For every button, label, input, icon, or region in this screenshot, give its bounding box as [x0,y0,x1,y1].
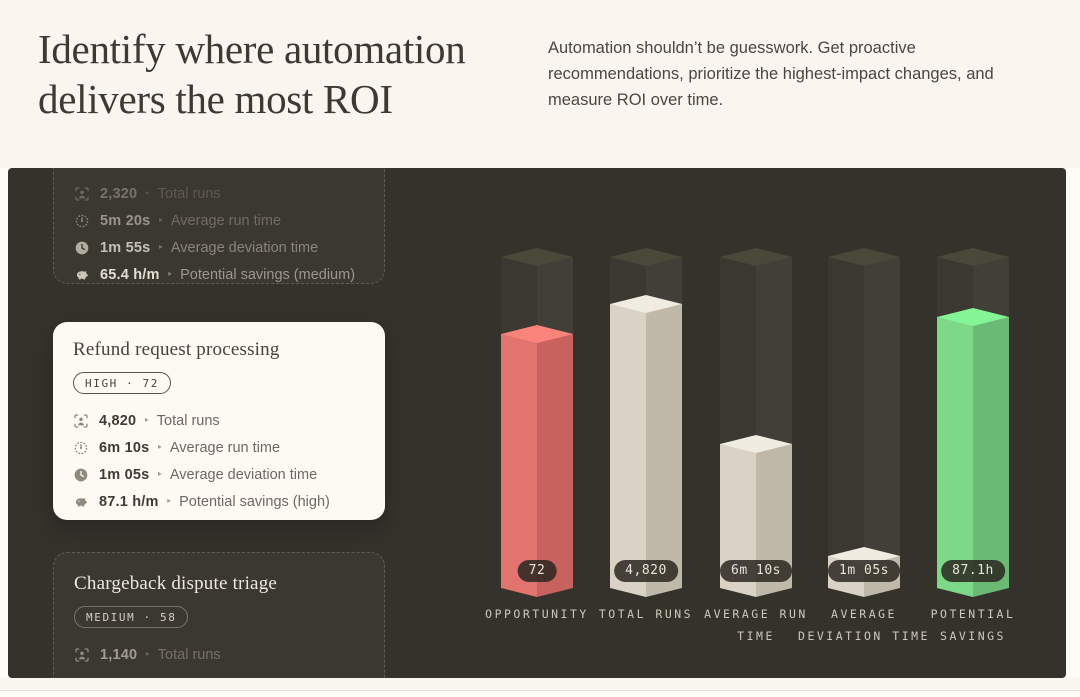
bar-track [828,248,900,597]
clock-icon [73,467,89,483]
stat-label: Average deviation time [169,466,318,483]
separator-icon: ‣ [165,496,173,508]
chart-column-average-deviation-time: 1m 05s AVERAGE DEVIATION TIME [798,248,927,643]
stat-label: Potential savings (medium) [180,266,356,283]
stat-value: 2,320 [100,185,138,202]
separator-icon: ‣ [157,242,164,254]
bar-value-chip: 6m 10s [720,560,792,582]
bar-value-chip: 72 [517,560,557,582]
stat-row-potential-savings: 87.1 h/m ‣ Potential savings (high) [73,488,365,515]
process-card-title: Refund request processing [73,339,280,360]
roi-dashboard-panel: 2,320 ‣ Total runs 5m 20s ‣ Average run … [8,168,1066,678]
stat-rows: 1,140 ‣ Total runs [74,641,364,668]
stat-row-potential-savings: 65.4 h/m ‣ Potential savings (medium) [74,261,364,288]
stat-row-total-runs: 2,320 ‣ Total runs [74,180,364,207]
separator-icon: ‣ [143,415,150,427]
stat-value: 65.4 h/m [100,266,160,283]
stat-row-avg-run-time: 5m 20s ‣ Average run time [74,207,364,234]
chart-column-total-runs: 4,820 TOTAL RUNS [599,248,691,621]
chart-column-potential-savings: 87.1h POTENTIAL SAVINGS [931,248,1013,643]
bar-axis-label: POTENTIAL SAVINGS [930,607,1016,644]
stat-label: Average run time [169,439,281,456]
stat-label: Potential savings (high) [179,493,330,510]
bar-value-chip: 4,820 [614,560,678,582]
stat-label: Total runs [157,646,221,663]
chart-column-opportunity: 72 OPPORTUNITY [485,248,586,621]
stat-value: 1,140 [100,646,138,663]
separator-icon: ‣ [144,188,151,200]
priority-badge: MEDIUM · 58 [74,606,189,628]
page-description: Automation shouldn’t be guesswork. Get p… [548,39,994,109]
piggy-bank-icon [73,494,89,510]
stat-rows: 2,320 ‣ Total runs 5m 20s ‣ Average run … [74,180,364,288]
stat-row-avg-deviation-time: 1m 05s ‣ Average deviation time [73,461,365,488]
stat-row-total-runs: 1,140 ‣ Total runs [74,641,364,668]
user-scan-icon [74,186,90,202]
user-scan-icon [73,413,89,429]
page-header: Identify where automation delivers the m… [0,0,1080,168]
stat-value: 1m 55s [100,239,151,256]
process-card-chargeback[interactable]: Chargeback dispute triage MEDIUM · 58 1,… [53,552,385,678]
section-divider [0,690,1080,691]
stat-rows: 4,820 ‣ Total runs 6m 10s ‣ Average run … [73,407,365,515]
separator-icon: ‣ [156,469,163,481]
timer-icon [74,213,90,229]
stat-row-avg-run-time: 6m 10s ‣ Average run time [73,434,365,461]
stat-label: Average run time [170,212,282,229]
page-title: Identify where automation delivers the m… [38,26,466,123]
stat-row-avg-deviation-time: 1m 55s ‣ Average deviation time [74,234,364,261]
stat-label: Total runs [157,185,221,202]
bar-axis-label: TOTAL RUNS [598,607,694,621]
piggy-bank-icon [74,267,90,283]
stat-label: Total runs [156,412,220,429]
bar-axis-label: OPPORTUNITY [485,607,589,621]
timer-icon [73,440,89,456]
bar-value-chip: 87.1h [941,560,1005,582]
process-card-refund-request[interactable]: Refund request processing HIGH · 72 4,82… [53,322,385,520]
stat-label: Average deviation time [170,239,319,256]
stat-row-total-runs: 4,820 ‣ Total runs [73,407,365,434]
bar-axis-label: AVERAGE DEVIATION TIME [798,607,930,644]
separator-icon: ‣ [144,649,151,661]
stat-value: 1m 05s [99,466,150,483]
bar-fill[interactable] [501,325,573,597]
process-card-previous[interactable]: 2,320 ‣ Total runs 5m 20s ‣ Average run … [53,168,385,284]
bar-fill[interactable] [937,308,1009,597]
footer-strip [0,678,1080,697]
separator-icon: ‣ [166,269,174,281]
bar-fill[interactable] [610,295,682,597]
user-scan-icon [74,647,90,663]
process-card-title: Chargeback dispute triage [74,573,278,594]
bar-value-chip: 1m 05s [828,560,900,582]
next-section-edge [0,691,1080,697]
clock-icon [74,240,90,256]
chart-column-average-run-time: 6m 10s AVERAGE RUN TIME [704,248,805,643]
stat-value: 5m 20s [100,212,151,229]
separator-icon: ‣ [157,215,164,227]
separator-icon: ‣ [156,442,163,454]
bar-axis-label: AVERAGE RUN TIME [704,607,808,644]
stat-value: 87.1 h/m [99,493,159,510]
stat-value: 4,820 [99,412,137,429]
stat-value: 6m 10s [99,439,150,456]
priority-badge: HIGH · 72 [73,372,172,394]
